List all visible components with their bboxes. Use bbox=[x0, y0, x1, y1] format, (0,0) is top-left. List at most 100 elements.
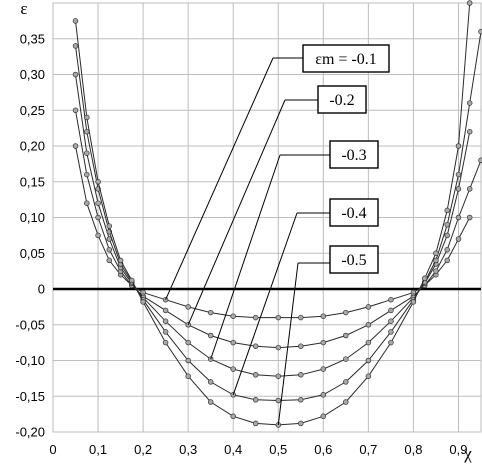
x-tick-label: 0,8 bbox=[404, 442, 422, 457]
data-point bbox=[298, 420, 304, 427]
series-line bbox=[75, 74, 471, 377]
data-point bbox=[478, 28, 482, 35]
data-point bbox=[365, 322, 372, 328]
data-point bbox=[95, 232, 101, 239]
x-tick-label: 0,7 bbox=[359, 442, 377, 457]
data-point bbox=[455, 171, 462, 178]
data-point bbox=[388, 296, 394, 303]
data-point bbox=[320, 413, 327, 420]
data-point bbox=[444, 232, 450, 239]
data-point bbox=[252, 343, 259, 349]
data-point bbox=[84, 128, 90, 135]
x-tick-label: 0,2 bbox=[134, 442, 152, 457]
data-point bbox=[388, 329, 394, 335]
data-point bbox=[117, 257, 124, 264]
data-point bbox=[444, 221, 450, 228]
data-point bbox=[275, 373, 282, 379]
data-point bbox=[455, 186, 462, 192]
data-point bbox=[365, 339, 372, 346]
data-point bbox=[466, 186, 473, 192]
y-tick-label: 0,05 bbox=[20, 246, 45, 261]
y-tick-label: 0,10 bbox=[20, 210, 45, 225]
data-point bbox=[129, 277, 135, 284]
y-tick-label: -0,15 bbox=[15, 389, 45, 404]
data-point bbox=[84, 150, 90, 156]
x-tick-label: 0 bbox=[49, 442, 56, 457]
data-point bbox=[410, 299, 417, 305]
data-point bbox=[433, 268, 439, 274]
annotation-label: -0.3 bbox=[341, 147, 366, 164]
data-point bbox=[72, 71, 79, 78]
annotation-leader bbox=[277, 262, 299, 425]
data-point bbox=[298, 397, 304, 403]
data-point bbox=[444, 257, 450, 264]
data-point bbox=[455, 236, 462, 242]
annotation-label: -0.5 bbox=[341, 252, 366, 269]
y-tick-label: 0,25 bbox=[20, 103, 45, 118]
y-tick-label: 0 bbox=[38, 282, 45, 297]
data-point bbox=[162, 318, 169, 324]
data-point bbox=[72, 107, 79, 114]
data-point bbox=[388, 339, 394, 346]
data-point bbox=[444, 207, 450, 214]
data-point bbox=[207, 379, 214, 385]
data-point bbox=[388, 307, 394, 314]
y-tick-labels: 0,35 0,30 0,25 0,20 0,15 0,10 0,05 0 -0,05 -0,10 -… bbox=[15, 31, 45, 439]
data-point bbox=[72, 43, 79, 49]
annotation-boxes: εm = -0.1 -0.2 -0.3 -0.4 -0.5 bbox=[302, 44, 390, 274]
data-point bbox=[95, 214, 101, 221]
data-point bbox=[343, 379, 349, 385]
data-point bbox=[95, 200, 101, 206]
data-point bbox=[185, 357, 191, 364]
data-point bbox=[106, 246, 113, 253]
x-tick-label: 0,4 bbox=[224, 442, 242, 457]
y-tick-label: 0,20 bbox=[20, 139, 45, 154]
data-point bbox=[365, 304, 372, 310]
data-point bbox=[207, 399, 214, 405]
data-point bbox=[298, 314, 304, 321]
data-point bbox=[444, 246, 450, 253]
data-point bbox=[84, 114, 90, 121]
data-point bbox=[185, 373, 191, 379]
data-point bbox=[343, 332, 349, 339]
series-line bbox=[75, 145, 471, 319]
data-point bbox=[275, 344, 282, 351]
y-tick-label: -0,05 bbox=[15, 317, 45, 332]
data-point bbox=[162, 307, 169, 314]
annotation-label: -0.2 bbox=[329, 92, 354, 109]
x-tick-label: 0,6 bbox=[314, 442, 332, 457]
annotation-box bbox=[302, 44, 390, 73]
annotation-box bbox=[329, 245, 379, 274]
series-line bbox=[75, 2, 471, 426]
data-point bbox=[230, 313, 236, 319]
data-point bbox=[365, 357, 372, 364]
data-point bbox=[433, 257, 439, 264]
x-tick-labels: 0 0,1 0,2 0,3 0,4 0,5 0,6 0,7 0,8 0,9 bbox=[49, 442, 467, 457]
y-tick-label: 0,30 bbox=[20, 67, 45, 82]
data-point bbox=[320, 366, 327, 372]
y-tick-label: 0,15 bbox=[20, 174, 45, 189]
data-point bbox=[388, 318, 394, 324]
annotation-box bbox=[329, 198, 379, 227]
data-point bbox=[84, 171, 90, 178]
x-tick-label: 0,5 bbox=[269, 442, 287, 457]
annotation-leaders bbox=[165, 57, 330, 425]
data-point bbox=[140, 299, 146, 305]
data-point bbox=[252, 420, 259, 427]
data-point bbox=[162, 339, 169, 346]
annotation-leader bbox=[210, 154, 281, 360]
data-point bbox=[455, 143, 462, 149]
y-tick-label: -0,20 bbox=[15, 425, 45, 440]
data-point bbox=[207, 309, 214, 316]
data-point bbox=[466, 100, 473, 106]
data-point bbox=[343, 399, 349, 405]
annotation-box bbox=[329, 140, 379, 169]
data-point bbox=[478, 157, 482, 164]
series-group bbox=[72, 0, 482, 428]
data-point bbox=[162, 329, 169, 335]
annotation-label: εm = -0.1 bbox=[315, 51, 377, 68]
x-axis-label: χ bbox=[463, 444, 472, 463]
data-point bbox=[466, 0, 473, 6]
data-point bbox=[230, 366, 236, 372]
